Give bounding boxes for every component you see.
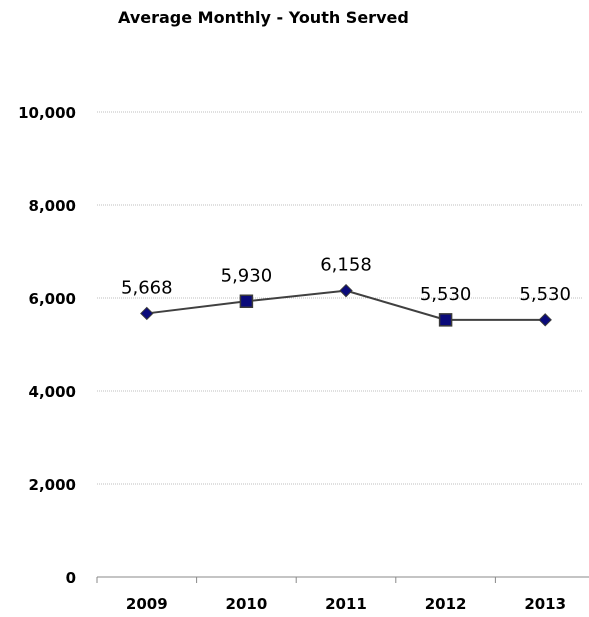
data-markers <box>140 283 552 327</box>
data-label: 5,668 <box>121 277 173 298</box>
data-label: 5,530 <box>420 284 472 305</box>
x-tick-label: 2013 <box>524 595 566 613</box>
data-label: 5,930 <box>221 265 273 286</box>
data-point-diamond <box>140 306 154 321</box>
data-labels: 5,668 5,930 6,158 5,530 5,530 <box>121 255 571 305</box>
data-point-square <box>438 313 453 327</box>
y-tick-label: 0 <box>66 569 76 587</box>
x-tick-label: 2010 <box>226 595 268 613</box>
data-point-square <box>239 294 254 309</box>
y-tick-label: 2,000 <box>29 476 76 494</box>
gridlines <box>97 111 583 485</box>
x-tick-label: 2009 <box>126 595 168 613</box>
y-axis-tick-labels: 0 2,000 4,000 6,000 8,000 10,000 <box>18 104 76 587</box>
chart-title: Average Monthly - Youth Served <box>118 8 409 27</box>
x-tick-label: 2011 <box>325 595 367 613</box>
data-point-diamond <box>538 313 552 327</box>
y-tick-label: 6,000 <box>29 290 76 308</box>
data-point-diamond <box>339 283 353 298</box>
data-label: 6,158 <box>320 255 372 276</box>
data-label: 5,530 <box>519 284 571 305</box>
x-tick-label: 2012 <box>425 595 467 613</box>
y-tick-label: 8,000 <box>29 197 76 215</box>
x-axis <box>96 576 589 583</box>
y-tick-label: 4,000 <box>29 383 76 401</box>
y-tick-label: 10,000 <box>18 104 76 122</box>
x-axis-tick-labels: 2009 2010 2011 2012 2013 <box>126 595 566 613</box>
